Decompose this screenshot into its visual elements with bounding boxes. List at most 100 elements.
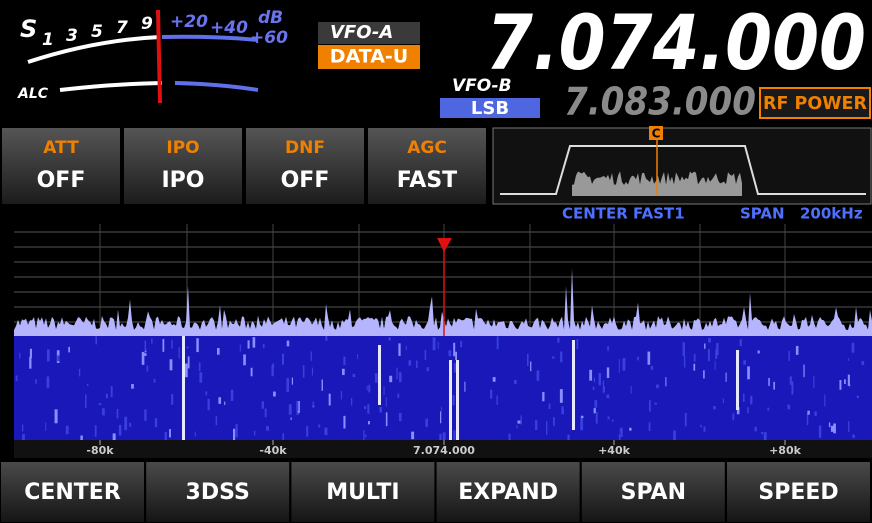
- waterfall-speck: [703, 426, 706, 432]
- waterfall-speck: [306, 426, 309, 437]
- waterfall-speck: [432, 337, 436, 351]
- waterfall-speck: [761, 431, 764, 435]
- function-box[interactable]: [2, 128, 120, 204]
- waterfall-speck: [282, 433, 285, 444]
- waterfall-speck: [153, 378, 156, 383]
- waterfall-speck: [833, 423, 836, 434]
- waterfall-speck: [803, 364, 805, 378]
- waterfall-speck: [235, 424, 238, 438]
- waterfall-speck: [29, 356, 32, 369]
- waterfall-speck: [94, 425, 97, 437]
- waterfall-speck: [716, 342, 719, 356]
- button[interactable]: [727, 462, 870, 522]
- waterfall-speck: [593, 408, 596, 414]
- waterfall-speck: [85, 394, 87, 409]
- waterfall-speck: [606, 394, 610, 399]
- waterfall-speck: [747, 407, 749, 414]
- waterfall-speck: [460, 340, 463, 348]
- waterfall-speck: [216, 348, 220, 355]
- waterfall-speck: [807, 410, 810, 415]
- waterfall-speck: [839, 380, 842, 390]
- s-tick: 7: [116, 18, 128, 38]
- waterfall-speck: [530, 361, 532, 372]
- waterfall-speck: [707, 349, 710, 362]
- button[interactable]: [1, 462, 144, 522]
- waterfall-speck: [708, 338, 711, 343]
- alc-label: ALC: [17, 86, 49, 102]
- waterfall-speck: [424, 350, 427, 360]
- function-box[interactable]: [246, 128, 364, 204]
- waterfall-speck: [224, 401, 226, 405]
- waterfall-speck: [243, 354, 246, 366]
- center-marker: [437, 238, 452, 252]
- waterfall-speck: [199, 372, 203, 383]
- waterfall-speck: [453, 342, 456, 357]
- waterfall-speck: [80, 435, 83, 443]
- waterfall-speck: [767, 407, 770, 411]
- plus-arc: [161, 34, 259, 42]
- button[interactable]: [146, 462, 290, 522]
- vfo-a-mode: DATA-U: [330, 46, 409, 68]
- function-value: OFF: [37, 168, 86, 193]
- waterfall-speck: [598, 373, 602, 386]
- vfo-b-mode-box: [440, 98, 540, 118]
- waterfall-speck: [682, 342, 685, 356]
- waterfall-speck: [247, 340, 250, 349]
- waterfall-speck: [144, 409, 147, 421]
- waterfall-speck: [144, 353, 147, 356]
- waterfall-speck: [442, 432, 446, 441]
- waterfall-speck: [87, 383, 89, 387]
- waterfall-speck: [703, 370, 705, 379]
- waterfall-speck: [750, 395, 753, 405]
- waterfall-speck: [363, 406, 367, 410]
- waterfall-speck: [548, 403, 551, 410]
- waterfall-speck: [399, 372, 402, 383]
- button[interactable]: [291, 462, 435, 522]
- waterfall-speck: [282, 353, 285, 365]
- waterfall-speck: [207, 398, 210, 411]
- waterfall-speck: [312, 401, 314, 407]
- waterfall-speck: [824, 394, 826, 407]
- span-label: SPAN: [740, 205, 785, 223]
- button[interactable]: [581, 462, 725, 522]
- waterfall-speck: [464, 381, 466, 392]
- waterfall-speck: [366, 385, 368, 391]
- plus-tick: +60: [250, 28, 288, 48]
- waterfall-speck: [302, 365, 305, 378]
- waterfall-speck: [593, 377, 596, 383]
- scope-status: CENTER FAST1: [562, 205, 685, 223]
- waterfall-speck: [453, 430, 456, 444]
- waterfall-speck: [589, 369, 593, 381]
- function-label: AGC: [407, 138, 447, 158]
- waterfall-speck: [557, 337, 560, 343]
- waterfall-speck: [343, 356, 346, 366]
- waterfall-speck: [374, 373, 378, 383]
- waterfall-speck: [324, 427, 328, 436]
- function-box[interactable]: [124, 128, 242, 204]
- function-box[interactable]: [368, 128, 486, 204]
- waterfall-speck: [328, 393, 331, 406]
- waterfall-signal: [736, 350, 739, 410]
- waterfall-speck: [116, 408, 119, 419]
- waterfall-speck: [68, 346, 70, 353]
- waterfall-speck: [141, 351, 145, 365]
- waterfall-speck: [186, 346, 189, 349]
- waterfall-speck: [700, 424, 702, 428]
- waterfall-speck: [620, 427, 623, 438]
- waterfall-speck: [715, 349, 718, 360]
- waterfall-speck: [439, 433, 442, 442]
- waterfall-speck: [757, 350, 760, 354]
- rf-power-box: [759, 87, 871, 119]
- waterfall-speck: [618, 358, 620, 373]
- waterfall-speck: [110, 386, 113, 398]
- waterfall-speck: [310, 351, 312, 361]
- waterfall-speck: [773, 381, 775, 390]
- waterfall-signal: [182, 336, 185, 440]
- waterfall-speck: [321, 379, 323, 391]
- waterfall-speck: [513, 380, 517, 384]
- button[interactable]: [436, 462, 580, 522]
- waterfall-speck: [725, 372, 727, 382]
- waterfall-speck: [791, 381, 794, 395]
- scale-label: +80k: [769, 444, 802, 457]
- waterfall-speck: [693, 363, 696, 371]
